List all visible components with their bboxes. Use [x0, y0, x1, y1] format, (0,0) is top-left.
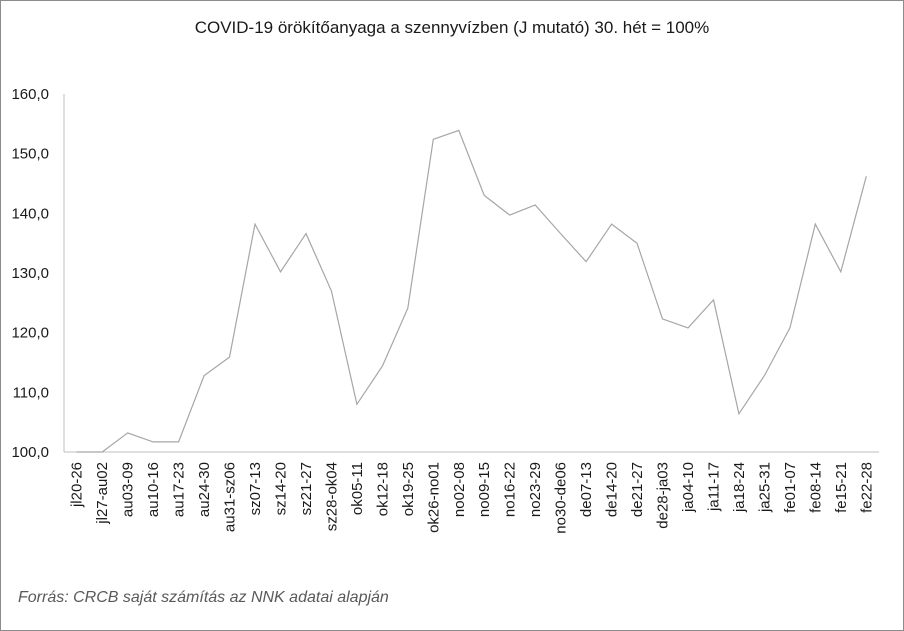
x-tick-label: ja18-24 — [731, 462, 748, 513]
x-tick-label: sz21-27 — [298, 462, 315, 515]
x-tick-label: no23-29 — [527, 462, 544, 517]
x-tick-label: au24-30 — [196, 462, 213, 517]
x-tick-label: fe15-21 — [833, 462, 850, 513]
y-tick-label: 140,0 — [11, 205, 49, 222]
x-tick-labels: jl20-26 jl27-au02 au03-09 au10-16 au17-23 au2… — [69, 462, 876, 534]
x-tick-label: de21-27 — [629, 462, 646, 517]
x-tick-label: ja04-10 — [680, 462, 697, 513]
y-tick-label: 150,0 — [11, 146, 49, 163]
x-tick-label: ok26-no01 — [425, 462, 442, 533]
x-tick-label: sz28-ok04 — [323, 462, 340, 531]
y-tick-label: 110,0 — [13, 384, 49, 401]
x-tick-label: ja25-31 — [756, 462, 773, 513]
x-tick-label: fe01-07 — [782, 462, 799, 513]
series-line — [76, 129, 867, 453]
chart-title: COVID-19 örökítőanyaga a szennyvízben (J… — [194, 18, 710, 37]
y-tick-label: 130,0 — [11, 265, 49, 282]
y-tick-labels: 100,0 110,0 120,0 130,0 140,0 150,0 160,0 — [11, 86, 49, 461]
y-tick-label: 120,0 — [11, 325, 49, 342]
x-tick-label: jl27-au02 — [94, 462, 111, 525]
x-tick-label: au10-16 — [145, 462, 162, 517]
x-tick-label: de14-20 — [604, 462, 621, 517]
y-tick-label: 100,0 — [11, 444, 49, 461]
y-tick-label: 160,0 — [11, 86, 49, 103]
x-tick-label: de07-13 — [578, 462, 595, 517]
x-tick-label: ok12-18 — [374, 462, 391, 516]
x-tick-label: sz07-13 — [247, 462, 264, 515]
x-tick-label: au17-23 — [171, 462, 188, 517]
x-tick-label: fe08-14 — [807, 462, 824, 513]
x-tick-label: au03-09 — [120, 462, 137, 517]
x-tick-label: no09-15 — [476, 462, 493, 517]
x-tick-label: ok19-25 — [400, 462, 417, 516]
source-note: Forrás: CRCB saját számítás az NNK adata… — [18, 589, 389, 606]
axes — [63, 94, 879, 453]
x-tick-label: no02-08 — [451, 462, 468, 517]
x-tick-label: jl20-26 — [69, 462, 86, 508]
x-tick-label: sz14-20 — [272, 462, 289, 515]
x-tick-label: au31-sz06 — [222, 462, 239, 532]
x-tick-label: fe22-28 — [858, 462, 875, 513]
x-tick-label: ja11-17 — [705, 462, 722, 512]
x-tick-label: de28-ja03 — [655, 462, 672, 529]
x-tick-label: no30-de06 — [553, 462, 570, 534]
x-tick-label: no16-22 — [502, 462, 519, 517]
series-polyline — [76, 129, 867, 453]
x-tick-label: ok05-11 — [349, 462, 366, 515]
